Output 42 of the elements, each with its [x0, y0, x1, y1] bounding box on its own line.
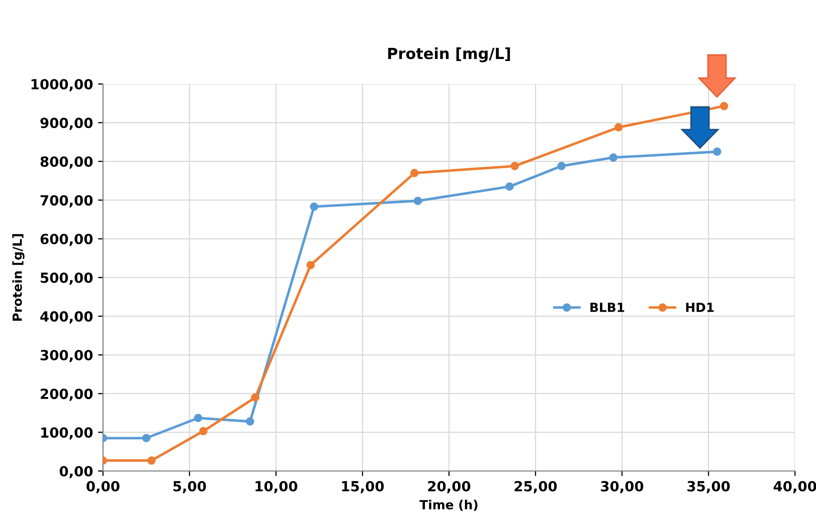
y-axis-title: Protein [g/L] — [12, 234, 24, 321]
point — [310, 202, 318, 211]
point — [147, 456, 156, 465]
y-tick-label: 300,00 — [40, 350, 93, 362]
point — [712, 148, 722, 156]
x-tick-label: 5,00 — [173, 480, 206, 494]
point — [614, 123, 623, 132]
x-tick-label: 40,00 — [774, 480, 816, 494]
point — [720, 102, 728, 110]
point — [142, 434, 150, 442]
point — [251, 393, 260, 402]
point — [246, 417, 254, 426]
point — [505, 182, 514, 191]
legend-label: BLB1 — [590, 302, 624, 312]
x-axis-title: Time (h) — [420, 500, 478, 511]
y-tick-label: 500,00 — [40, 272, 93, 285]
point — [510, 162, 519, 170]
y-tick-label: 900,00 — [40, 118, 93, 130]
x-tick-label: 15,00 — [342, 480, 384, 494]
point — [414, 196, 422, 206]
y-tick-label: 0,00 — [60, 466, 93, 478]
x-tick-label: 0,00 — [86, 480, 120, 494]
legend-label: HD1 — [686, 302, 714, 312]
y-tick-label: 600,00 — [40, 234, 93, 246]
x-tick-label: 35,00 — [687, 480, 730, 494]
point — [609, 153, 618, 162]
chart-title: Protein [mg/L] — [388, 47, 510, 62]
x-tick-label: 10,00 — [256, 480, 298, 494]
y-tick-label: 400,00 — [40, 311, 93, 324]
y-tick-label: 1000,00 — [32, 78, 93, 92]
y-tick-label: 800,00 — [40, 156, 93, 169]
point — [306, 260, 315, 270]
x-tick-label: 30,00 — [600, 480, 644, 494]
y-tick-label: 700,00 — [40, 195, 93, 208]
point — [410, 168, 419, 178]
y-tick-label: 200,00 — [40, 388, 93, 401]
point — [194, 414, 202, 422]
point — [557, 162, 566, 170]
x-tick-label: 20,00 — [428, 480, 470, 494]
x-tick-label: 25,00 — [514, 480, 557, 494]
point — [199, 426, 208, 436]
y-tick-label: 100,00 — [41, 427, 93, 440]
